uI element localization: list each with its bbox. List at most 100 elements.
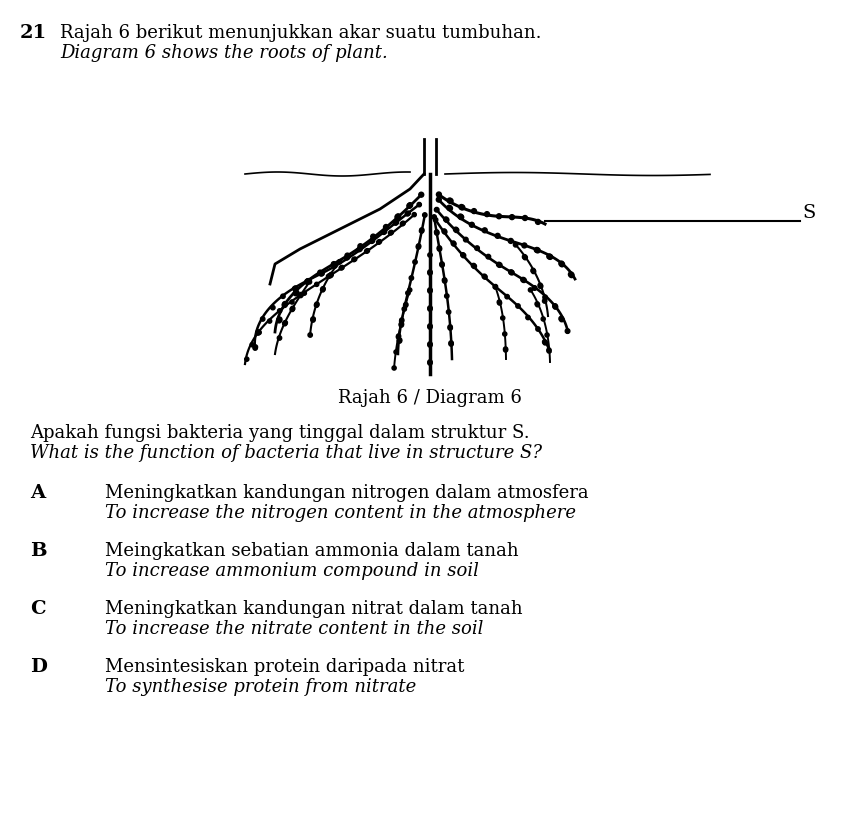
- Circle shape: [376, 240, 381, 245]
- Text: To increase ammonium compound in soil: To increase ammonium compound in soil: [105, 562, 479, 580]
- Circle shape: [500, 316, 505, 320]
- Circle shape: [377, 240, 381, 244]
- Circle shape: [445, 294, 449, 298]
- Text: D: D: [30, 658, 47, 676]
- Circle shape: [290, 307, 295, 311]
- Circle shape: [440, 263, 444, 267]
- Text: Rajah 6 / Diagram 6: Rajah 6 / Diagram 6: [338, 389, 522, 407]
- Circle shape: [495, 233, 500, 238]
- Circle shape: [328, 274, 333, 278]
- Circle shape: [541, 317, 545, 321]
- Circle shape: [448, 199, 453, 204]
- Circle shape: [305, 279, 310, 283]
- Circle shape: [321, 288, 325, 292]
- Circle shape: [357, 247, 362, 252]
- Circle shape: [253, 346, 257, 350]
- Circle shape: [560, 262, 565, 267]
- Circle shape: [420, 227, 424, 232]
- Circle shape: [428, 360, 432, 364]
- Circle shape: [536, 219, 541, 224]
- Circle shape: [417, 245, 421, 249]
- Circle shape: [461, 253, 465, 258]
- Circle shape: [345, 253, 350, 258]
- Circle shape: [382, 229, 387, 234]
- Circle shape: [442, 230, 447, 234]
- Circle shape: [508, 238, 513, 243]
- Circle shape: [405, 212, 410, 216]
- Circle shape: [545, 333, 549, 337]
- Circle shape: [308, 333, 313, 337]
- Circle shape: [428, 307, 432, 311]
- Circle shape: [548, 255, 553, 260]
- Circle shape: [428, 361, 432, 365]
- Circle shape: [318, 270, 323, 275]
- Circle shape: [482, 274, 487, 279]
- Circle shape: [406, 211, 411, 215]
- Circle shape: [257, 330, 261, 335]
- Circle shape: [496, 213, 501, 218]
- Circle shape: [419, 229, 424, 233]
- Circle shape: [447, 206, 452, 211]
- Circle shape: [434, 208, 439, 212]
- Circle shape: [283, 321, 287, 325]
- Circle shape: [446, 310, 451, 314]
- Circle shape: [278, 309, 282, 313]
- Circle shape: [399, 322, 404, 326]
- Circle shape: [395, 214, 400, 219]
- Circle shape: [417, 203, 422, 207]
- Circle shape: [408, 203, 412, 208]
- Circle shape: [522, 243, 527, 248]
- Circle shape: [434, 230, 439, 234]
- Circle shape: [442, 279, 446, 283]
- Circle shape: [428, 253, 432, 257]
- Circle shape: [497, 301, 501, 305]
- Circle shape: [461, 253, 465, 257]
- Circle shape: [283, 321, 287, 325]
- Circle shape: [405, 291, 411, 295]
- Circle shape: [311, 316, 315, 321]
- Circle shape: [428, 325, 432, 330]
- Circle shape: [536, 302, 540, 307]
- Circle shape: [428, 269, 432, 274]
- Circle shape: [484, 212, 489, 217]
- Circle shape: [332, 262, 336, 267]
- Text: What is the function of bacteria that live in structure S?: What is the function of bacteria that li…: [30, 444, 542, 462]
- Circle shape: [394, 350, 399, 354]
- Circle shape: [532, 286, 536, 290]
- Circle shape: [559, 316, 564, 321]
- Circle shape: [397, 334, 401, 338]
- Circle shape: [256, 330, 261, 335]
- Circle shape: [560, 317, 564, 321]
- Circle shape: [408, 288, 412, 292]
- Circle shape: [253, 344, 258, 349]
- Circle shape: [543, 340, 548, 345]
- Circle shape: [277, 318, 282, 323]
- Circle shape: [389, 231, 393, 235]
- Circle shape: [345, 255, 349, 260]
- Circle shape: [440, 262, 444, 266]
- Circle shape: [292, 287, 297, 291]
- Circle shape: [290, 300, 294, 304]
- Circle shape: [482, 274, 487, 279]
- Circle shape: [261, 316, 265, 321]
- Circle shape: [505, 294, 509, 299]
- Circle shape: [294, 290, 299, 295]
- Circle shape: [459, 204, 464, 209]
- Circle shape: [442, 229, 446, 233]
- Circle shape: [523, 255, 527, 260]
- Circle shape: [282, 302, 287, 307]
- Circle shape: [404, 303, 408, 307]
- Circle shape: [369, 239, 374, 243]
- Circle shape: [559, 261, 564, 266]
- Circle shape: [399, 318, 404, 322]
- Circle shape: [569, 273, 574, 278]
- Circle shape: [470, 222, 474, 227]
- Circle shape: [267, 319, 272, 323]
- Circle shape: [417, 244, 421, 248]
- Circle shape: [471, 208, 476, 213]
- Circle shape: [432, 215, 436, 219]
- Circle shape: [542, 339, 547, 344]
- Circle shape: [497, 300, 501, 304]
- Text: Mensintesiskan protein daripada nitrat: Mensintesiskan protein daripada nitrat: [105, 658, 464, 676]
- Text: Meingkatkan sebatian ammonia dalam tanah: Meingkatkan sebatian ammonia dalam tanah: [105, 542, 518, 560]
